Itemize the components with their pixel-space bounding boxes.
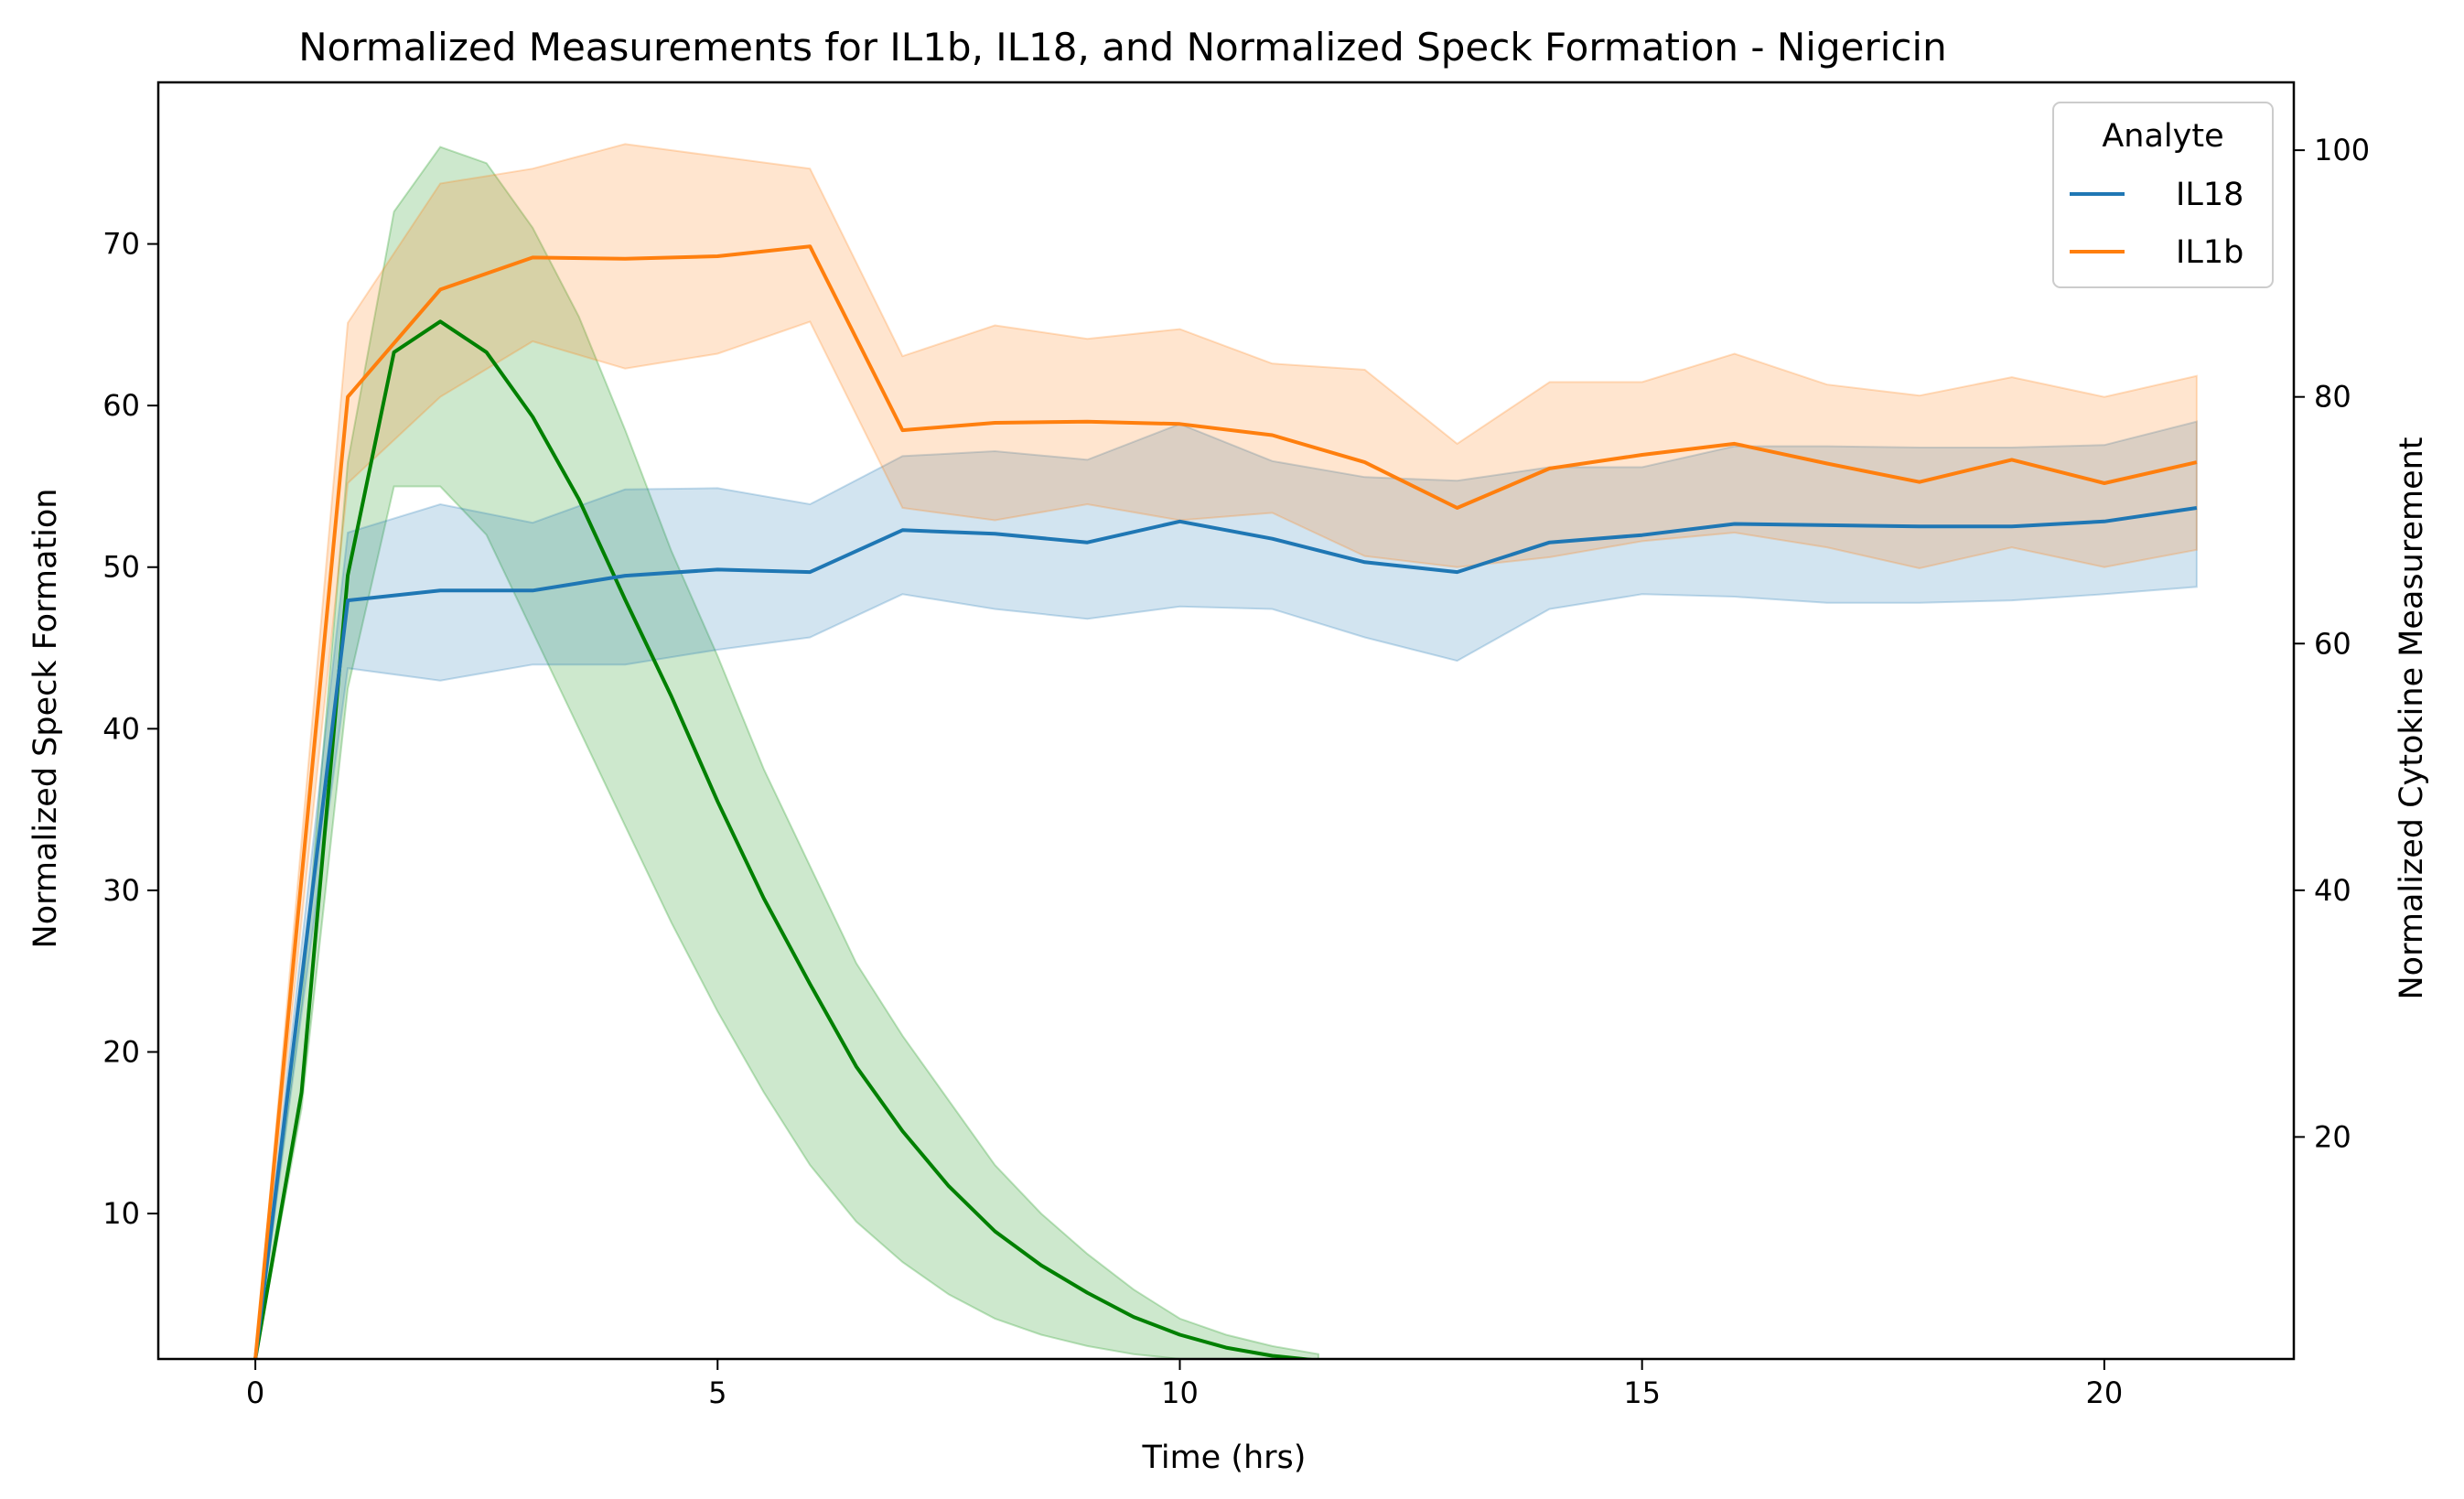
ticks: 0 5 10 15 20 10 20 30 40 50 60 70 20 40 60 80 100 [102, 133, 2370, 1410]
y-axis-left-label: Normalized Speck Formation [27, 489, 64, 949]
confidence-bands [254, 143, 2198, 1359]
legend-label-il18: IL18 [2176, 177, 2243, 213]
x-tick-label: 0 [246, 1375, 264, 1410]
x-tick-label: 5 [708, 1375, 726, 1410]
legend-title: Analyte [2102, 118, 2223, 155]
band-il18 [254, 420, 2198, 1359]
y-axis-right-label: Normalized Cytokine Measurement [2394, 437, 2430, 999]
axes [156, 81, 2296, 1361]
y-left-tick-label: 10 [102, 1196, 140, 1231]
x-tick-label: 20 [2086, 1375, 2124, 1410]
y-right-tick-label: 80 [2314, 380, 2351, 415]
x-tick-label: 15 [1623, 1375, 1661, 1410]
legend-frame [2052, 102, 2274, 288]
y-right-tick-label: 40 [2314, 873, 2351, 908]
band-il1b [254, 143, 2198, 1359]
legend: Analyte IL18 IL1b [2052, 102, 2274, 288]
y-left-tick-label: 70 [102, 227, 140, 262]
speck-band [254, 146, 1319, 1359]
line-il18 [253, 506, 2198, 1359]
chart-title: Normalized Measurements for IL1b, IL18, … [298, 25, 1947, 70]
y-left-tick-label: 20 [102, 1034, 140, 1069]
y-left-tick-label: 30 [102, 873, 140, 908]
legend-label-il1b: IL1b [2176, 234, 2243, 271]
speck-line [253, 319, 1319, 1359]
x-tick-label: 10 [1161, 1375, 1199, 1410]
plot-frame [156, 81, 2296, 1361]
y-left-tick-label: 50 [102, 550, 140, 585]
y-left-tick-label: 40 [102, 711, 140, 746]
y-right-tick-label: 100 [2314, 133, 2370, 167]
y-right-tick-label: 60 [2314, 626, 2351, 661]
line-il1b [253, 244, 2198, 1359]
y-left-tick-label: 60 [102, 388, 140, 423]
y-right-tick-label: 20 [2314, 1119, 2351, 1154]
x-axis-label: Time (hrs) [1142, 1440, 1307, 1476]
series-lines [253, 244, 2198, 1359]
